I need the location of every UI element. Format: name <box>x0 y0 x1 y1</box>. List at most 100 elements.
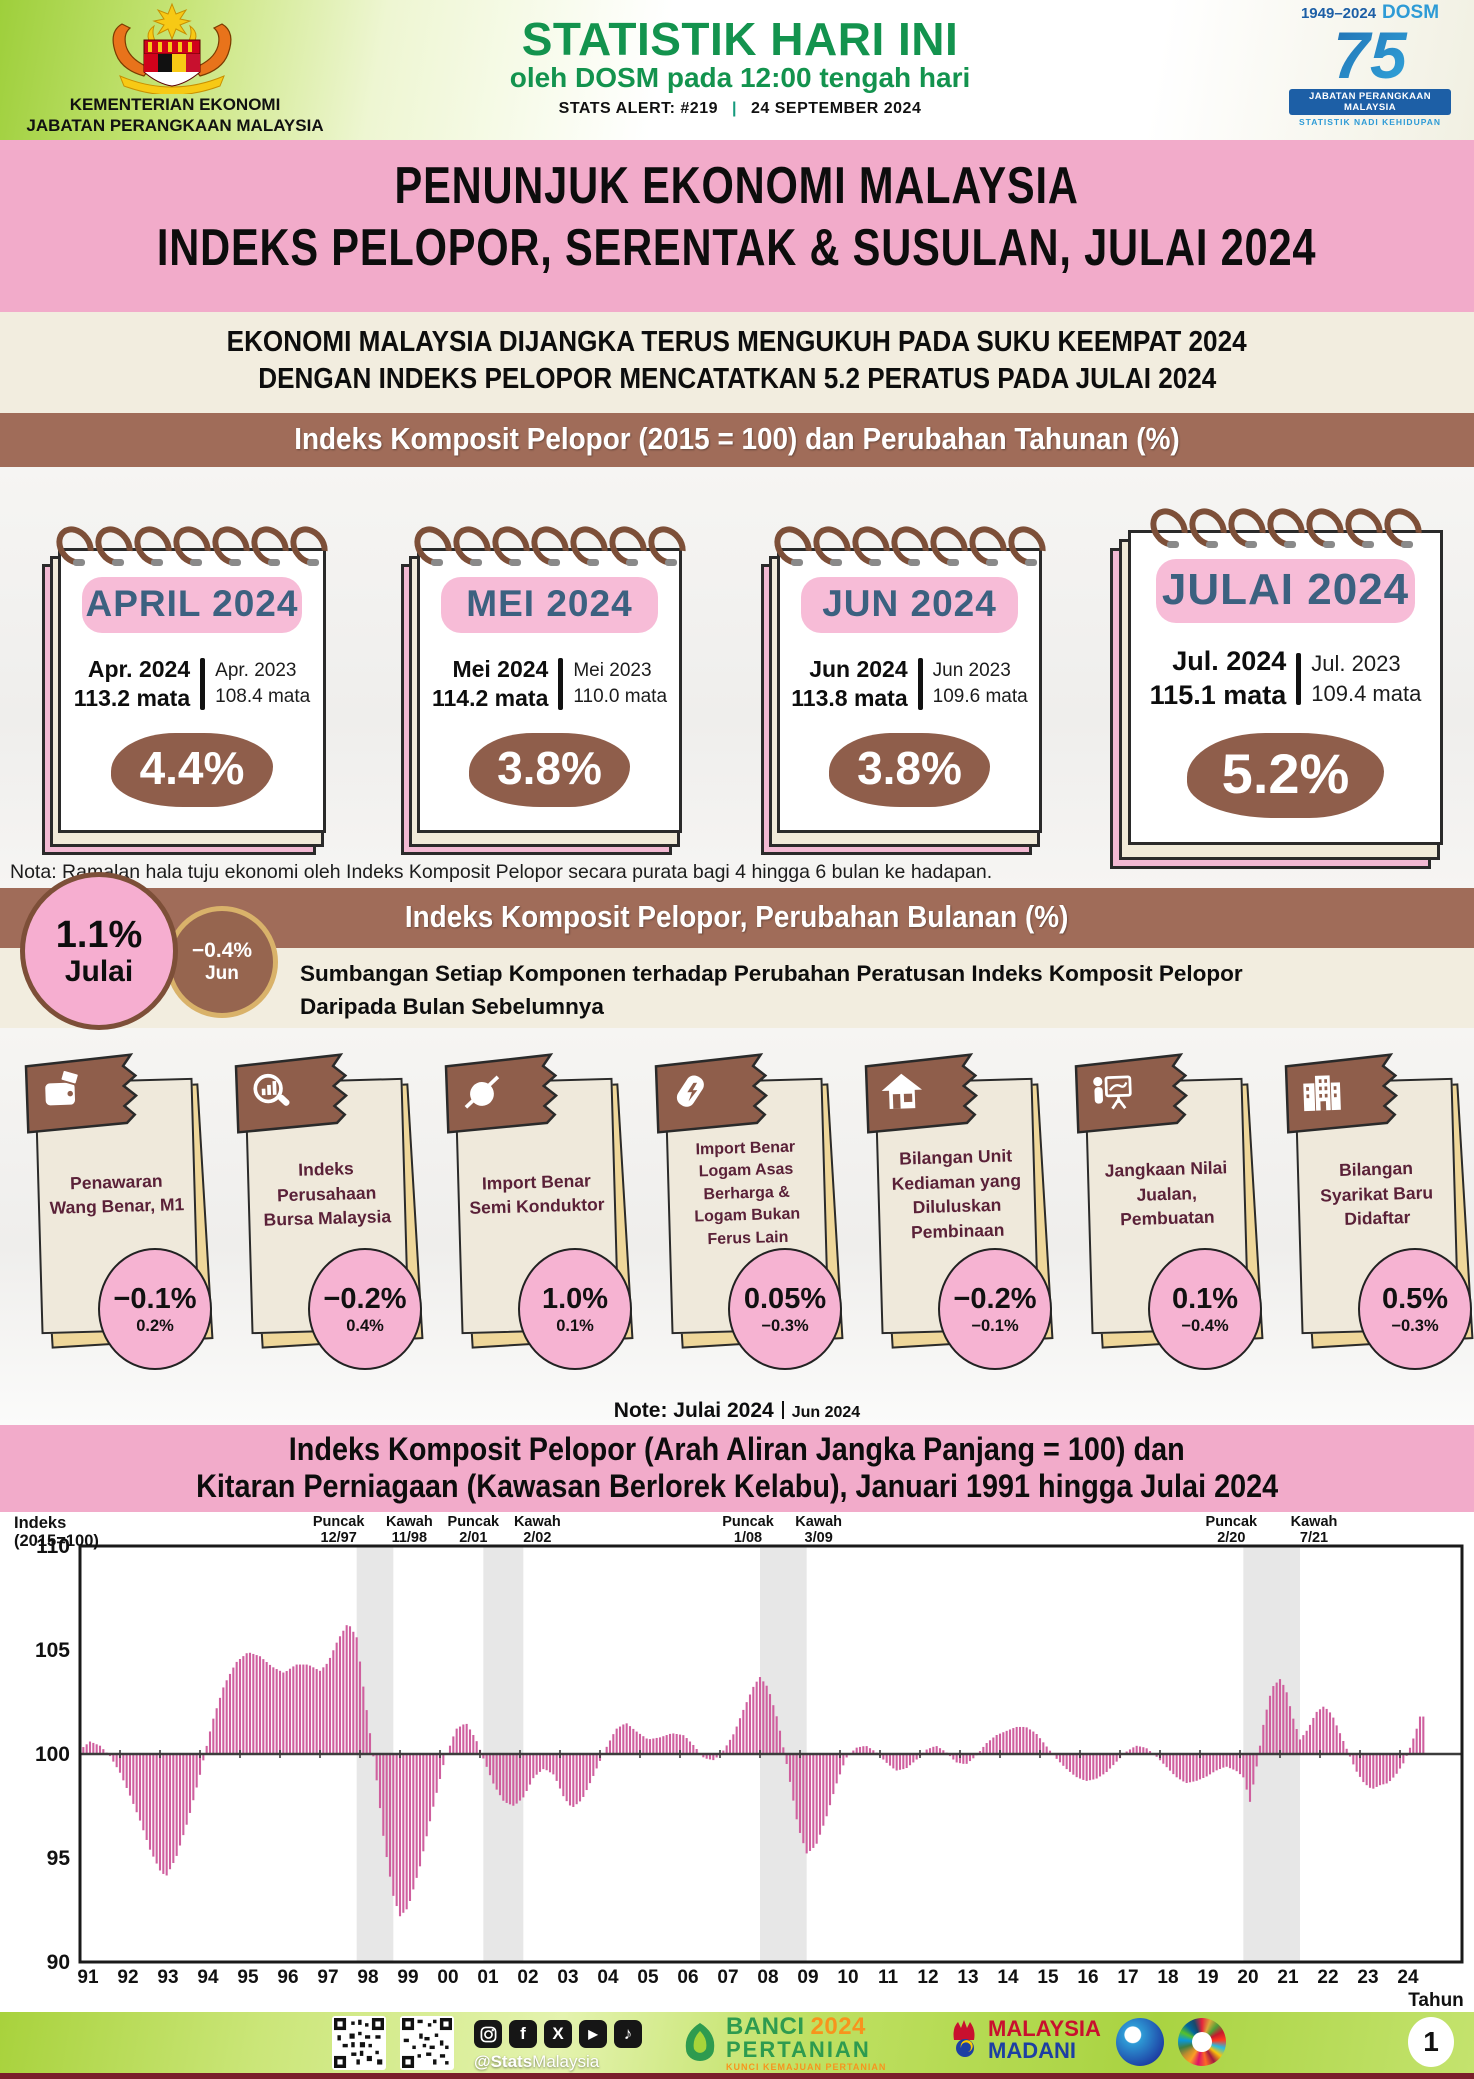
component-card-housing: Bilangan Unit Kediaman yang Diluluskan P… <box>864 1053 1054 1370</box>
page-subtitle: oleh DOSM pada 12:00 tengah hari <box>509 62 971 93</box>
component-cards-section: Penawaran Wang Benar, M1 −0.1% 0.2% Indek… <box>0 1028 1474 1425</box>
banci-pertanian-logo: BANCI 2024 PERTANIAN KUNCI KEMAJUAN PERTA… <box>680 2015 886 2072</box>
svg-text:1/08: 1/08 <box>734 1530 762 1546</box>
index-values: Jun 2024 113.8 mata Jun 2023 109.6 mata <box>791 656 1028 711</box>
stats-alert: STATS ALERT: #219 | 24 SEPTEMBER 2024 <box>558 100 922 117</box>
svg-text:05: 05 <box>637 1967 659 1988</box>
report-title-line2: INDEKS PELOPOR, SERENTAK & SUSULAN, JULA… <box>157 219 1317 277</box>
svg-text:Kawah: Kawah <box>795 1514 842 1530</box>
svg-text:93: 93 <box>157 1967 178 1988</box>
svg-text:3/09: 3/09 <box>805 1530 833 1546</box>
svg-text:24: 24 <box>1397 1967 1419 1988</box>
instagram-icon[interactable] <box>474 2020 502 2048</box>
svg-text:03: 03 <box>557 1967 578 1988</box>
metal-battery-icon <box>676 1075 704 1107</box>
spiral-binding <box>48 518 336 574</box>
index-values: Mei 2024 114.2 mata Mei 2023 110.0 mata <box>431 656 668 711</box>
headline-statement: EKONOMI MALAYSIA DIJANGKA TERUS MENGUKUH… <box>0 312 1474 413</box>
component-card-semiconductor: Import Benar Semi Konduktor 1.0% 0.1% <box>444 1053 634 1370</box>
madani-hand-icon <box>953 2020 975 2058</box>
svg-text:Kawah: Kawah <box>514 1514 561 1530</box>
month-label: JUN 2024 <box>822 583 997 624</box>
component-card-bursa: Indeks Perusahaan Bursa Malaysia −0.2% 0.… <box>234 1053 424 1370</box>
svg-text:99: 99 <box>397 1967 418 1988</box>
house-icon <box>881 1073 923 1110</box>
social-icons: f X ▶ ♪ <box>474 2020 642 2048</box>
contribution-badge: 0.05% −0.3% <box>728 1248 842 1370</box>
chart-title-band: Indeks Komposit Pelopor (Arah Aliran Jan… <box>0 1425 1474 1512</box>
component-card-companies: Bilangan Syarikat Baru Didaftar 0.5% −0.3… <box>1284 1053 1474 1370</box>
annual-section-heading: Indeks Komposit Pelopor (2015 = 100) dan… <box>0 413 1474 467</box>
svg-text:09: 09 <box>797 1967 818 1988</box>
svg-text:14: 14 <box>997 1967 1019 1988</box>
calendar-card-julai: JULAI 2024 Jul. 2024 115.1 mata Jul. 2023… <box>1110 500 1443 869</box>
social-handle[interactable]: @StatsMalaysia <box>474 2052 600 2071</box>
leaf-icon <box>685 2022 715 2061</box>
tiktok-icon[interactable]: ♪ <box>614 2020 642 2048</box>
svg-text:Kawah: Kawah <box>386 1514 433 1530</box>
forecast-note: Nota: Ramalan hala tuju ekonomi oleh Ind… <box>10 861 993 883</box>
semiconductor-icon <box>464 1075 500 1109</box>
flag-banner <box>863 1052 1006 1137</box>
svg-text:15: 15 <box>1037 1967 1059 1988</box>
agency-round-logo <box>1116 2018 1164 2066</box>
month-label: APRIL 2024 <box>85 583 299 624</box>
report-title-line1: PENUNJUK EKONOMI MALAYSIA <box>394 157 1080 215</box>
svg-text:95: 95 <box>47 1847 71 1870</box>
svg-text:19: 19 <box>1197 1967 1218 1988</box>
report-title-band: PENUNJUK EKONOMI MALAYSIA INDEKS PELOPOR… <box>0 140 1474 312</box>
ministry-name: KEMENTERIAN EKONOMI JABATAN PERANGKAAN M… <box>26 95 324 136</box>
svg-text:2/02: 2/02 <box>523 1530 551 1546</box>
annual-change-badge: 4.4% <box>110 732 274 807</box>
svg-text:92: 92 <box>117 1967 138 1988</box>
dosm-75-number: 75 <box>1282 22 1458 88</box>
spiral-binding <box>406 518 693 574</box>
presenter-icon <box>1093 1075 1132 1110</box>
svg-text:08: 08 <box>757 1967 778 1988</box>
youtube-icon[interactable]: ▶ <box>579 2020 607 2048</box>
flag-banner <box>653 1052 796 1137</box>
svg-text:Indeks: Indeks <box>14 1514 66 1532</box>
dosm-75-logo: 1949–2024 DOSM 75 JABATAN PERANGKAAN MALA… <box>1282 2 1458 136</box>
annual-change-badge: 3.8% <box>469 732 630 807</box>
contribution-badge: 0.5% −0.3% <box>1358 1248 1472 1370</box>
chart-magnifier-icon <box>253 1073 290 1106</box>
svg-text:17: 17 <box>1117 1967 1138 1988</box>
svg-text:Kawah: Kawah <box>1291 1514 1338 1530</box>
component-card-metals: Import Benar Logam Asas Berharga & Logam… <box>654 1053 844 1370</box>
flag-banner <box>1283 1052 1426 1137</box>
svg-text:105: 105 <box>35 1639 70 1662</box>
calendar-card-april: APRIL 2024 Apr. 2024 113.2 mata Apr. 2023… <box>42 518 336 855</box>
calendar-card-jun: JUN 2024 Jun 2024 113.8 mata Jun 2023 109.… <box>761 518 1053 855</box>
svg-text:07: 07 <box>717 1967 738 1988</box>
component-card-m1: Penawaran Wang Benar, M1 −0.1% 0.2% <box>24 1053 214 1370</box>
annual-cards-section: APRIL 2024 Apr. 2024 113.2 mata Apr. 2023… <box>0 467 1474 888</box>
svg-text:98: 98 <box>357 1967 378 1988</box>
svg-text:21: 21 <box>1277 1967 1299 1988</box>
annual-change-badge: 3.8% <box>829 732 990 807</box>
svg-text:11: 11 <box>878 1967 899 1988</box>
page-title: STATISTIK HARI INI <box>521 13 959 65</box>
svg-text:Tahun: Tahun <box>1408 1990 1464 2011</box>
flag-banner <box>23 1052 166 1137</box>
sdg-wheel-logo <box>1178 2018 1226 2066</box>
x-icon[interactable]: X <box>544 2020 572 2048</box>
qr-code <box>400 2016 454 2070</box>
page-number: 1 <box>1408 2017 1454 2067</box>
svg-text:04: 04 <box>597 1967 619 1988</box>
facebook-icon[interactable]: f <box>509 2020 537 2048</box>
svg-text:06: 06 <box>677 1967 698 1988</box>
svg-text:16: 16 <box>1077 1967 1098 1988</box>
month-label: MEI 2024 <box>466 583 633 624</box>
svg-text:94: 94 <box>197 1967 219 1988</box>
component-card-sales: Jangkaan Nilai Jualan, Pembuatan 0.1% −0.… <box>1074 1053 1264 1370</box>
index-values: Apr. 2024 113.2 mata Apr. 2023 108.4 mata <box>73 656 311 711</box>
svg-text:22: 22 <box>1317 1967 1338 1988</box>
svg-text:00: 00 <box>437 1967 458 1988</box>
contribution-badge: −0.1% 0.2% <box>98 1248 212 1370</box>
month-label: JULAI 2024 <box>1161 565 1410 614</box>
index-values: Jul. 2024 115.1 mata Jul. 2023 109.4 mata <box>1149 646 1422 710</box>
chart-canvas: 90 95 100 105 110 91 92 93 94 95 96 97 98 99 00 01 02 03 0… <box>14 1514 1464 2011</box>
contribution-badge: −0.2% 0.4% <box>308 1248 422 1370</box>
